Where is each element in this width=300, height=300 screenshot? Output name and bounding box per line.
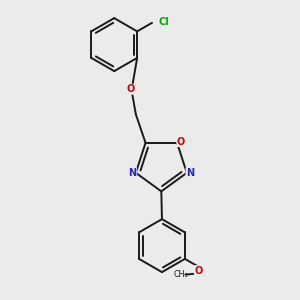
Text: N: N <box>186 168 194 178</box>
Text: O: O <box>177 136 185 147</box>
Text: Cl: Cl <box>158 17 169 27</box>
Text: O: O <box>194 266 202 276</box>
Text: O: O <box>127 84 135 94</box>
Text: CH₃: CH₃ <box>173 270 188 279</box>
Text: N: N <box>128 168 136 178</box>
